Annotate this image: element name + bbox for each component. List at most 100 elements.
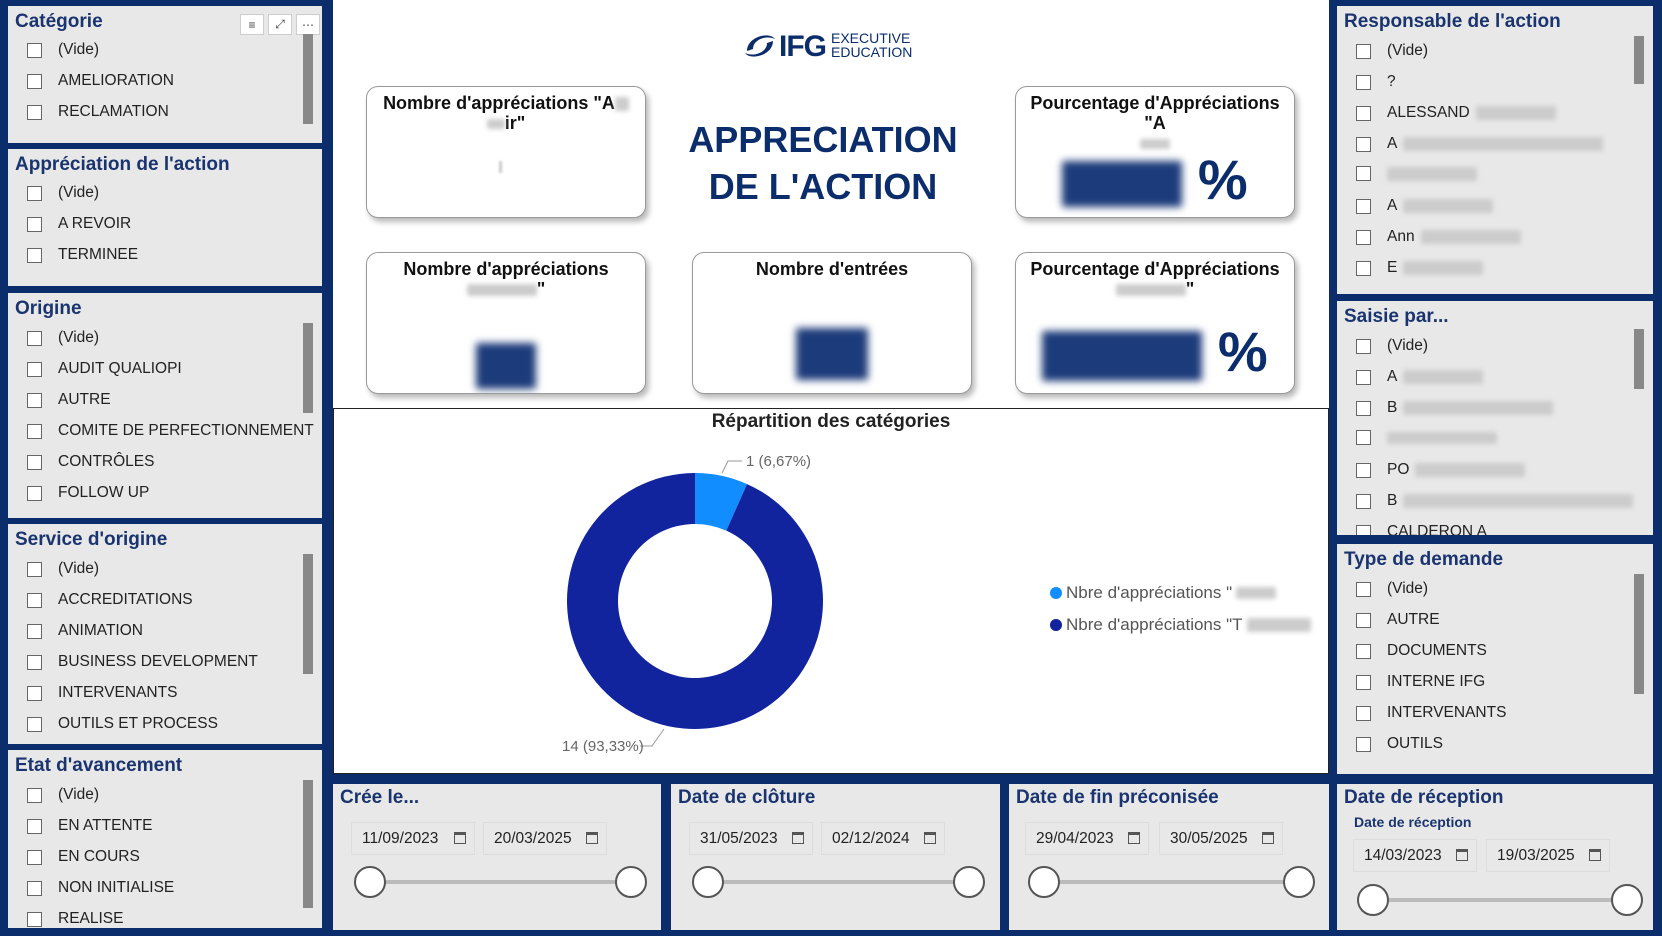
checkbox[interactable] (27, 716, 42, 732)
slicer-item[interactable]: (Vide) (27, 329, 99, 347)
slicer-item[interactable]: (Vide) (27, 184, 99, 202)
calendar-icon[interactable] (1456, 849, 1468, 861)
checkbox[interactable] (1356, 338, 1371, 354)
slider-handle-start[interactable] (692, 866, 724, 898)
date-filter-reception[interactable]: Date de réception Date de réception 14/0… (1337, 784, 1653, 930)
checkbox[interactable] (1356, 493, 1371, 509)
checkbox[interactable] (1356, 581, 1371, 597)
slider-handle-end[interactable] (1283, 866, 1315, 898)
slicer-item[interactable]: DOCUMENTS (1356, 642, 1487, 660)
checkbox[interactable] (27, 685, 42, 701)
checkbox[interactable] (27, 485, 42, 501)
calendar-icon[interactable] (1589, 849, 1601, 861)
checkbox[interactable] (27, 247, 42, 263)
calendar-icon[interactable] (454, 832, 466, 844)
focus-mode-icon[interactable]: ⤢ (268, 14, 292, 35)
date-filter-cree-le[interactable]: Crée le... 11/09/2023 20/03/2025 (333, 784, 661, 930)
slicer-appreciation[interactable]: Appréciation de l'action (Vide) A REVOIR… (8, 149, 322, 286)
legend-item[interactable]: Nbre d'appréciations " (1050, 577, 1311, 609)
checkbox[interactable] (27, 561, 42, 577)
slicer-item[interactable]: (Vide) (27, 786, 99, 804)
slicer-item[interactable]: INTERNE IFG (1356, 673, 1485, 691)
checkbox[interactable] (1356, 105, 1371, 121)
slicer-item[interactable]: (Vide) (27, 560, 99, 578)
checkbox[interactable] (27, 592, 42, 608)
checkbox[interactable] (1356, 612, 1371, 628)
date-to-input[interactable]: 02/12/2024 (821, 822, 945, 855)
checkbox[interactable] (27, 73, 42, 89)
checkbox[interactable] (27, 911, 42, 927)
slider-handle-end[interactable] (1611, 884, 1643, 916)
slicer-item[interactable]: COMITE DE PERFECTIONNEMENT (27, 422, 314, 440)
slicer-item[interactable]: AMELIORATION (27, 72, 174, 90)
slicer-item[interactable]: ANIMATION (27, 622, 143, 640)
slicer-item[interactable]: ALESSAND (1356, 104, 1556, 122)
scrollbar[interactable] (1634, 574, 1644, 694)
slicer-item[interactable]: AUTRE (27, 391, 111, 409)
slicer-item[interactable]: B (1356, 399, 1554, 417)
more-options-icon[interactable]: ⋯ (296, 14, 320, 35)
slicer-item[interactable]: (Vide) (1356, 580, 1428, 598)
kpi-card-pourcentage-a[interactable]: Pourcentage d'Appréciations "A % (1015, 86, 1295, 218)
checkbox[interactable] (1356, 674, 1371, 690)
slicer-item[interactable]: A (1356, 197, 1494, 215)
checkbox[interactable] (1356, 229, 1371, 245)
slicer-item[interactable]: E (1356, 259, 1484, 277)
kpi-card-nombre-terminee[interactable]: Nombre d'appréciations " (366, 252, 646, 394)
slicer-item[interactable]: B (1356, 492, 1634, 510)
slicer-item[interactable]: CALDERON A (1356, 523, 1487, 535)
scrollbar[interactable] (1634, 36, 1644, 84)
slider-track[interactable] (1372, 898, 1628, 902)
date-filter-fin-preconisee[interactable]: Date de fin préconisée 29/04/2023 30/05/… (1009, 784, 1329, 930)
checkbox[interactable] (27, 654, 42, 670)
scrollbar[interactable] (303, 554, 313, 674)
checkbox[interactable] (1356, 260, 1371, 276)
checkbox[interactable] (1356, 369, 1371, 385)
slicer-responsable[interactable]: Responsable de l'action (Vide) ? ALESSAN… (1337, 6, 1653, 294)
slicer-type-demande[interactable]: Type de demande (Vide) AUTRE DOCUMENTS I… (1337, 544, 1653, 774)
checkbox[interactable] (27, 216, 42, 232)
checkbox[interactable] (1356, 198, 1371, 214)
slider-handle-start[interactable] (1357, 884, 1389, 916)
slicer-item[interactable]: A (1356, 135, 1604, 153)
slider-handle-end[interactable] (615, 866, 647, 898)
donut-slice-1[interactable] (567, 473, 823, 729)
slicer-item[interactable]: EN COURS (27, 848, 140, 866)
checkbox[interactable] (27, 454, 42, 470)
checkbox[interactable] (27, 423, 42, 439)
checkbox[interactable] (1356, 136, 1371, 152)
checkbox[interactable] (27, 42, 42, 58)
checkbox[interactable] (1356, 643, 1371, 659)
slider-track[interactable] (369, 880, 633, 884)
slicer-item[interactable]: A (1356, 368, 1484, 386)
checkbox[interactable] (1356, 43, 1371, 59)
slicer-service-origine[interactable]: Service d'origine (Vide) ACCREDITATIONS … (8, 524, 322, 744)
scrollbar[interactable] (303, 323, 313, 413)
date-to-input[interactable]: 20/03/2025 (483, 822, 607, 855)
calendar-icon[interactable] (1128, 832, 1140, 844)
slicer-item[interactable]: ACCREDITATIONS (27, 591, 193, 609)
slider-handle-start[interactable] (354, 866, 386, 898)
checkbox[interactable] (27, 104, 42, 120)
slicer-item[interactable]: BUSINESS DEVELOPMENT (27, 653, 258, 671)
checkbox[interactable] (27, 818, 42, 834)
date-to-input[interactable]: 19/03/2025 (1486, 839, 1610, 872)
kpi-card-pourcentage-terminee[interactable]: Pourcentage d'Appréciations " % (1015, 252, 1295, 394)
date-filter-cloture[interactable]: Date de clôture 31/05/2023 02/12/2024 (671, 784, 1000, 930)
slicer-origine[interactable]: Origine (Vide) AUDIT QUALIOPI AUTRE COMI… (8, 293, 322, 518)
slicer-item[interactable]: INTERVENANTS (1356, 704, 1506, 722)
slicer-item[interactable]: Ann (1356, 228, 1521, 246)
slider-handle-start[interactable] (1028, 866, 1060, 898)
checkbox[interactable] (27, 880, 42, 896)
donut-slice-0[interactable] (695, 473, 748, 531)
checkbox[interactable] (27, 787, 42, 803)
slicer-item[interactable]: RECLAMATION (27, 103, 169, 121)
filter-icon[interactable]: ≡ (240, 14, 264, 35)
scrollbar[interactable] (303, 34, 313, 124)
calendar-icon[interactable] (924, 832, 936, 844)
calendar-icon[interactable] (792, 832, 804, 844)
checkbox[interactable] (1356, 705, 1371, 721)
slider-track[interactable] (707, 880, 971, 884)
kpi-card-nombre-entrees[interactable]: Nombre d'entrées (692, 252, 972, 394)
donut-chart-panel[interactable]: Répartition des catégories 1 (6,67%) 14 … (333, 408, 1329, 774)
